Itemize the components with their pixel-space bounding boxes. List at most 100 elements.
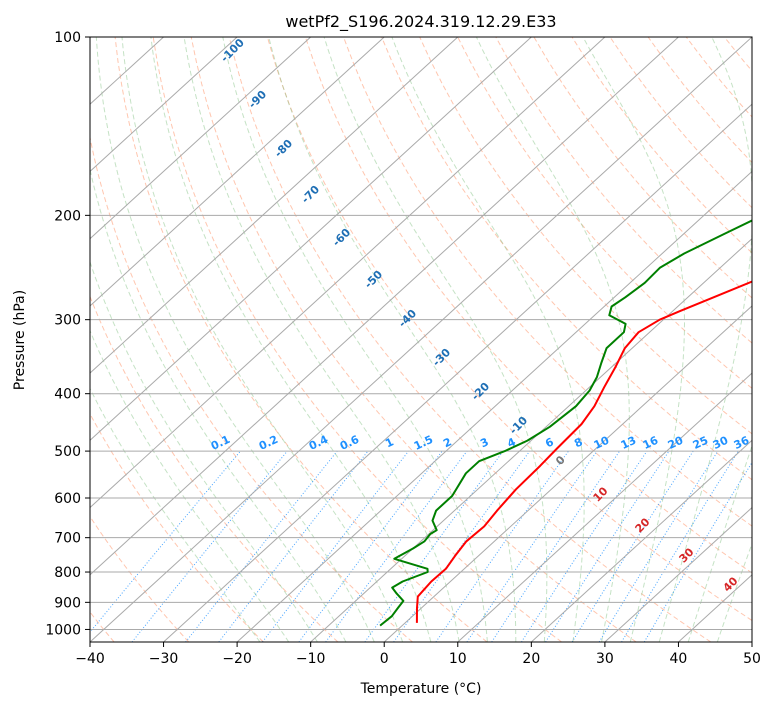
mixing-ratio-label: 2 — [441, 435, 453, 450]
moist-adiabat-line — [323, 37, 548, 642]
moist-adiabat-line — [582, 37, 685, 642]
moist-adiabat-line — [90, 387, 261, 642]
mixing-ratio-line — [393, 450, 531, 642]
mixing-ratio-line — [521, 450, 648, 642]
mixing-ratio-label: 0.6 — [338, 433, 361, 453]
x-tick-label: 20 — [522, 651, 540, 667]
mixing-ratio-label: 25 — [691, 434, 710, 452]
moist-adiabat-line — [121, 37, 404, 642]
y-tick-label: 400 — [54, 387, 81, 403]
moist-adiabat-line — [658, 37, 752, 642]
mixing-ratio-label: 36 — [732, 434, 752, 452]
isotherm-line — [457, 372, 752, 642]
mixing-ratio-label: 30 — [711, 434, 731, 452]
isotherm-label: -40 — [396, 307, 419, 330]
mixing-ratio-line — [131, 450, 288, 642]
isotherm-line — [90, 37, 238, 173]
mixing-ratio-line — [298, 450, 443, 642]
y-tick-label: 200 — [54, 208, 81, 224]
y-tick-label: 500 — [54, 444, 81, 460]
x-tick-label: −40 — [75, 651, 105, 667]
mixing-ratio-label: 1 — [383, 435, 395, 450]
y-tick-label: 600 — [54, 491, 81, 507]
dry-adiabat-line — [266, 37, 752, 622]
isotherm-line — [90, 37, 606, 509]
y-tick-label: 800 — [54, 565, 81, 581]
isotherm-label: -20 — [469, 380, 492, 403]
dry-adiabat-line — [571, 37, 752, 254]
dry-adiabat-line — [114, 37, 488, 642]
mixing-ratio-line — [364, 450, 504, 642]
moist-adiabat-line — [90, 167, 347, 642]
isotherm-line — [90, 37, 312, 240]
background-lines: -100-90-80-70-60-50-40-30-20-10010203040… — [90, 37, 752, 642]
isotherm-label: 30 — [677, 545, 697, 565]
isotherm-label: 20 — [633, 515, 653, 535]
mixing-ratio-line — [621, 450, 739, 642]
temperature-profile-line — [415, 280, 752, 623]
mixing-ratio-label: 1.5 — [412, 433, 435, 453]
plot-frame — [89, 36, 753, 643]
mixing-ratio-label: 0.2 — [257, 433, 280, 453]
mixing-ratio-label: 13 — [619, 434, 638, 452]
dry-adiabat-line — [152, 37, 562, 642]
moist-adiabat-line — [475, 37, 630, 642]
mixing-ratio-label: 3 — [478, 435, 490, 450]
mixing-ratio-label: 16 — [641, 434, 661, 452]
x-tick-label: −30 — [149, 651, 179, 667]
isotherm-label: 0 — [553, 453, 568, 468]
mixing-ratio-line — [491, 450, 621, 642]
mixing-ratio-line — [571, 450, 694, 642]
chart-title: wetPf2_S196.2024.319.12.29.E33 — [285, 12, 556, 32]
mixing-ratio-label: 0.4 — [307, 433, 330, 453]
isotherm-line — [236, 170, 752, 642]
dry-adiabat-line — [90, 515, 190, 642]
mixing-ratio-line — [262, 450, 409, 642]
y-axis-label: Pressure (hPa) — [12, 290, 28, 390]
mixing-ratio-line — [598, 450, 719, 642]
mixing-ratio-line — [90, 450, 241, 633]
mixing-ratio-line — [218, 450, 369, 642]
y-tick-label: 900 — [54, 595, 81, 611]
isotherm-line — [90, 37, 385, 307]
dry-adiabat-line — [533, 37, 752, 299]
isotherm-line — [163, 103, 752, 642]
dry-adiabat-line — [228, 37, 712, 642]
y-tick-label: 700 — [54, 531, 81, 547]
isotherm-line — [90, 37, 752, 642]
mixing-ratio-line — [325, 450, 468, 642]
mixing-ratio-label: 0.1 — [209, 433, 232, 453]
dry-adiabat-line — [90, 412, 264, 642]
isotherm-line — [90, 37, 679, 576]
isotherm-label: -80 — [272, 137, 295, 160]
x-tick-label: 40 — [670, 651, 688, 667]
dewpoint-profile-line — [379, 219, 752, 627]
moist-adiabat-line — [268, 37, 517, 642]
moist-adiabat-line — [687, 444, 752, 642]
x-tick-label: −10 — [296, 651, 326, 667]
x-tick-label: 10 — [449, 651, 467, 667]
dry-adiabat-line — [647, 37, 752, 164]
moist-adiabat-line — [716, 542, 752, 642]
y-tick-label: 300 — [54, 313, 81, 329]
isotherm-label: 10 — [591, 484, 611, 504]
dry-adiabat-line — [495, 37, 752, 344]
axes: −40 −30 −20 −10 0 10 20 30 40 5010020030040050060… — [45, 30, 761, 667]
isotherm-line — [751, 641, 752, 642]
moist-adiabat-line — [90, 329, 290, 642]
isotherm-line — [90, 37, 459, 374]
x-tick-label: −20 — [222, 651, 252, 667]
x-tick-label: 30 — [596, 651, 614, 667]
dry-adiabat-line — [343, 37, 752, 527]
y-tick-label: 100 — [54, 30, 81, 46]
x-tick-label: 0 — [380, 651, 389, 667]
dry-adiabat-line — [90, 295, 339, 642]
isotherm-line — [310, 237, 752, 642]
mixing-ratio-line — [185, 450, 338, 642]
moist-adiabat-line — [90, 260, 318, 642]
isotherm-label: -70 — [299, 183, 322, 206]
mixing-ratio-label: 8 — [572, 435, 584, 450]
mixing-ratio-label: 6 — [543, 435, 556, 450]
isotherm-line — [383, 305, 752, 642]
